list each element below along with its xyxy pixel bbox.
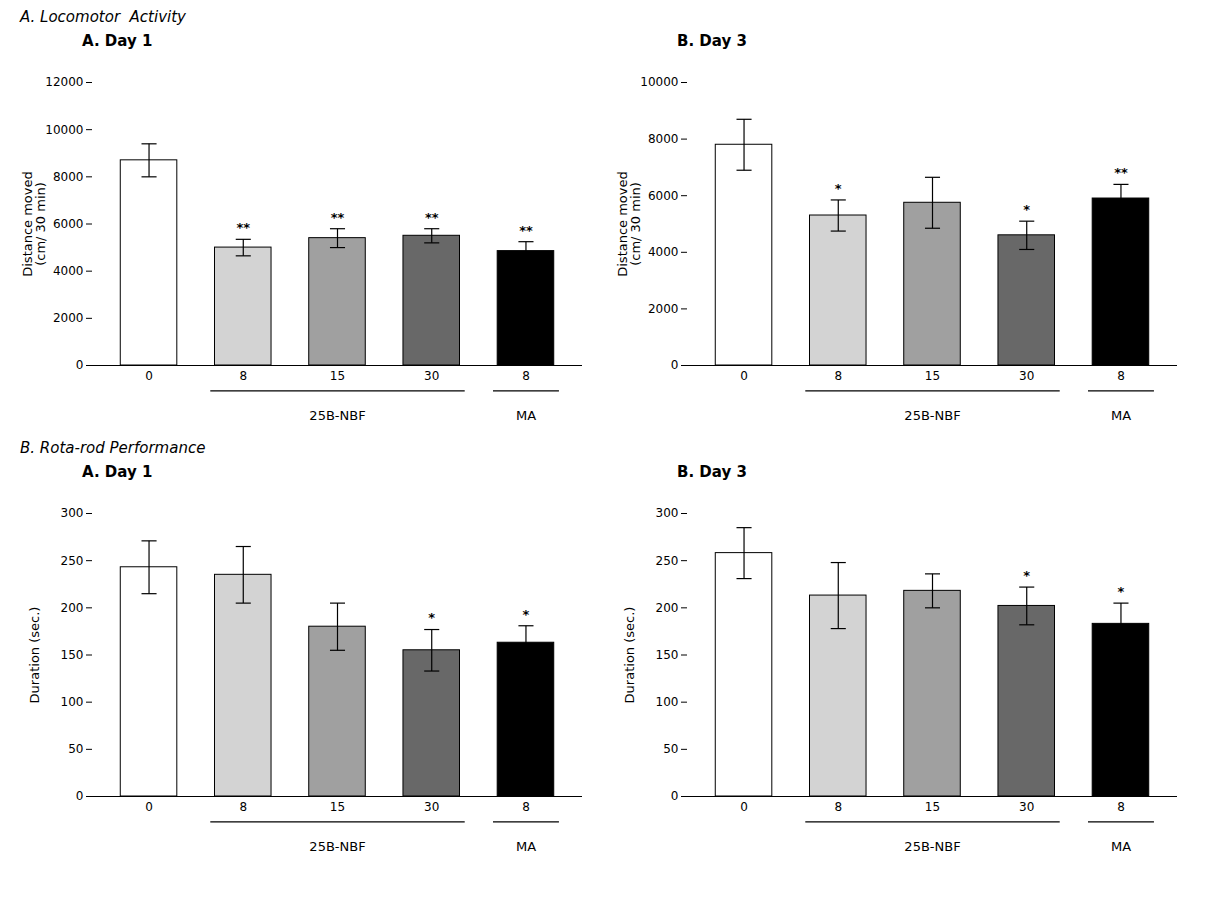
svg-text:300: 300 xyxy=(61,506,84,520)
svg-text:**: ** xyxy=(1114,165,1128,180)
svg-text:Distance moved(cm/ 30 min): Distance moved(cm/ 30 min) xyxy=(615,171,643,277)
svg-text:**: ** xyxy=(331,210,345,225)
svg-text:30: 30 xyxy=(1019,800,1034,814)
svg-text:Duration (sec.): Duration (sec.) xyxy=(27,607,42,704)
svg-text:0: 0 xyxy=(76,789,84,803)
html-text:B. Day 3: B. Day 3 xyxy=(677,463,747,481)
svg-text:2000: 2000 xyxy=(648,302,679,316)
svg-text:300: 300 xyxy=(656,506,679,520)
svg-text:8: 8 xyxy=(1117,800,1125,814)
svg-text:15: 15 xyxy=(925,800,940,814)
svg-text:8: 8 xyxy=(834,369,842,383)
svg-text:30: 30 xyxy=(1019,369,1034,383)
svg-text:250: 250 xyxy=(61,554,84,568)
svg-text:0: 0 xyxy=(671,358,679,372)
svg-text:50: 50 xyxy=(663,742,678,756)
svg-text:15: 15 xyxy=(330,800,345,814)
html-text:B. Rota-rod Performance: B. Rota-rod Performance xyxy=(20,439,206,457)
svg-text:25B-NBF: 25B-NBF xyxy=(309,408,365,423)
svg-text:**: ** xyxy=(236,220,250,235)
svg-text:12000: 12000 xyxy=(45,75,83,89)
svg-text:0: 0 xyxy=(145,369,153,383)
svg-text:15: 15 xyxy=(330,369,345,383)
svg-text:200: 200 xyxy=(61,601,84,615)
svg-text:8: 8 xyxy=(522,369,530,383)
svg-text:30: 30 xyxy=(424,800,439,814)
svg-text:8: 8 xyxy=(1117,369,1125,383)
svg-text:25B-NBF: 25B-NBF xyxy=(309,839,365,854)
svg-text:0: 0 xyxy=(740,369,748,383)
svg-text:0: 0 xyxy=(671,789,679,803)
svg-text:10000: 10000 xyxy=(640,75,678,89)
svg-text:30: 30 xyxy=(424,369,439,383)
svg-text:*: * xyxy=(523,607,530,622)
svg-text:100: 100 xyxy=(61,695,84,709)
html-text:A. Day 1: A. Day 1 xyxy=(82,32,153,50)
svg-text:15: 15 xyxy=(925,369,940,383)
svg-text:4000: 4000 xyxy=(648,245,679,259)
svg-text:10000: 10000 xyxy=(45,123,83,137)
svg-text:**: ** xyxy=(425,210,439,225)
svg-text:MA: MA xyxy=(1111,839,1131,854)
svg-text:4000: 4000 xyxy=(53,264,84,278)
svg-text:*: * xyxy=(1023,568,1030,583)
svg-text:*: * xyxy=(1023,202,1030,217)
svg-text:**: ** xyxy=(519,223,533,238)
svg-text:0: 0 xyxy=(145,800,153,814)
svg-text:150: 150 xyxy=(61,648,84,662)
svg-text:*: * xyxy=(1118,584,1125,599)
svg-text:0: 0 xyxy=(76,358,84,372)
svg-text:MA: MA xyxy=(1111,408,1131,423)
svg-text:8000: 8000 xyxy=(53,170,84,184)
svg-text:50: 50 xyxy=(68,742,83,756)
svg-text:250: 250 xyxy=(656,554,679,568)
svg-text:6000: 6000 xyxy=(648,189,679,203)
svg-text:150: 150 xyxy=(656,648,679,662)
svg-text:MA: MA xyxy=(516,839,536,854)
svg-text:25B-NBF: 25B-NBF xyxy=(904,839,960,854)
svg-text:Distance moved(cm/ 30 min): Distance moved(cm/ 30 min) xyxy=(20,171,48,277)
svg-text:6000: 6000 xyxy=(53,217,84,231)
svg-text:8: 8 xyxy=(239,369,247,383)
svg-text:Duration (sec.): Duration (sec.) xyxy=(622,607,637,704)
svg-text:8: 8 xyxy=(834,800,842,814)
svg-text:8: 8 xyxy=(522,800,530,814)
svg-text:2000: 2000 xyxy=(53,311,84,325)
svg-text:200: 200 xyxy=(656,601,679,615)
html-text:B. Day 3: B. Day 3 xyxy=(677,32,747,50)
svg-text:100: 100 xyxy=(656,695,679,709)
svg-text:*: * xyxy=(428,610,435,625)
svg-text:MA: MA xyxy=(516,408,536,423)
svg-text:8000: 8000 xyxy=(648,132,679,146)
html-text:A. Day 1: A. Day 1 xyxy=(82,463,153,481)
svg-text:8: 8 xyxy=(239,800,247,814)
html-text:A. Locomotor Activity: A. Locomotor Activity xyxy=(20,8,186,26)
svg-text:0: 0 xyxy=(740,800,748,814)
svg-text:25B-NBF: 25B-NBF xyxy=(904,408,960,423)
svg-text:*: * xyxy=(835,181,842,196)
